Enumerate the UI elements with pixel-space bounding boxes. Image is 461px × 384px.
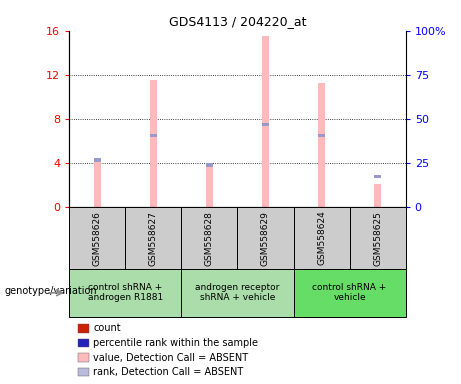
- Text: GSM558625: GSM558625: [373, 211, 382, 265]
- Text: GSM558628: GSM558628: [205, 211, 214, 265]
- Text: rank, Detection Call = ABSENT: rank, Detection Call = ABSENT: [93, 367, 243, 377]
- Bar: [294, 269, 406, 317]
- Bar: [94, 158, 100, 162]
- Text: GSM558624: GSM558624: [317, 211, 326, 265]
- Bar: [181, 269, 294, 317]
- Text: GSM558626: GSM558626: [93, 211, 102, 265]
- Bar: [125, 207, 181, 269]
- Bar: [374, 184, 381, 207]
- Text: value, Detection Call = ABSENT: value, Detection Call = ABSENT: [93, 353, 248, 362]
- Bar: [374, 175, 381, 178]
- Bar: [294, 207, 349, 269]
- Text: control shRNA +
vehicle: control shRNA + vehicle: [313, 283, 387, 303]
- Text: genotype/variation: genotype/variation: [5, 286, 97, 296]
- Bar: [318, 134, 325, 137]
- Bar: [150, 134, 157, 137]
- Bar: [349, 207, 406, 269]
- Text: androgen receptor
shRNA + vehicle: androgen receptor shRNA + vehicle: [195, 283, 280, 303]
- Bar: [69, 207, 125, 269]
- Bar: [262, 36, 269, 207]
- Text: control shRNA +
androgen R1881: control shRNA + androgen R1881: [88, 283, 163, 303]
- Bar: [206, 163, 213, 207]
- Bar: [181, 207, 237, 269]
- Text: GSM558629: GSM558629: [261, 211, 270, 265]
- Text: GSM558627: GSM558627: [149, 211, 158, 265]
- Text: count: count: [93, 323, 121, 333]
- Bar: [150, 80, 157, 207]
- Title: GDS4113 / 204220_at: GDS4113 / 204220_at: [169, 15, 306, 28]
- Bar: [237, 207, 294, 269]
- Bar: [262, 123, 269, 126]
- Text: percentile rank within the sample: percentile rank within the sample: [93, 338, 258, 348]
- Bar: [318, 83, 325, 207]
- Bar: [94, 160, 100, 207]
- Bar: [69, 269, 181, 317]
- Bar: [206, 163, 213, 167]
